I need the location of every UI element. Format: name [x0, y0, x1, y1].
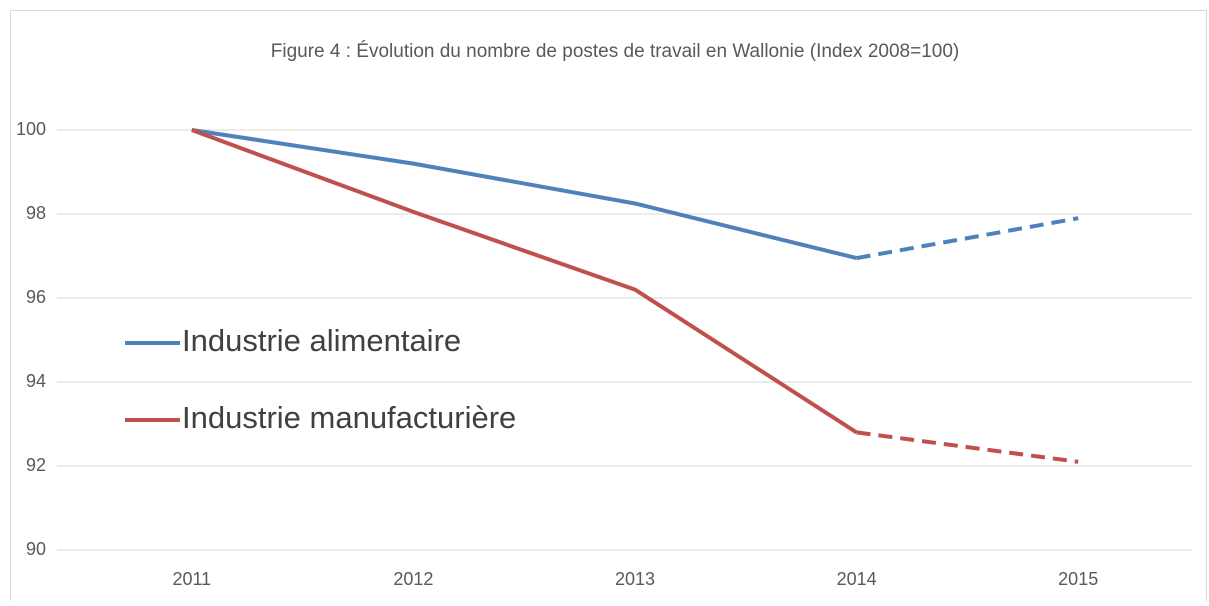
y-tick-label: 98: [26, 203, 46, 223]
x-tick-label: 2014: [837, 569, 877, 589]
x-tick-label: 2015: [1058, 569, 1098, 589]
chart-title: Figure 4 : Évolution du nombre de postes…: [271, 41, 959, 62]
line-dashed: [856, 430, 1079, 464]
chart-border: [10, 10, 1207, 606]
y-tick-label: 92: [26, 455, 46, 475]
line: [191, 128, 858, 435]
y-tick-label: 100: [16, 119, 46, 139]
x-tick-label: 2013: [615, 569, 655, 589]
y-tick-label: 96: [26, 287, 46, 307]
x-tick-label: 2012: [393, 569, 433, 589]
x-tick-label: 2011: [172, 569, 211, 589]
y-tick-label: 90: [26, 539, 46, 559]
line: [191, 128, 858, 261]
y-tick-label: 94: [26, 371, 46, 391]
legend-label: Industrie manufacturière: [182, 400, 516, 435]
line-dashed: [856, 216, 1079, 261]
legend-label: Industrie alimentaire: [182, 323, 461, 358]
